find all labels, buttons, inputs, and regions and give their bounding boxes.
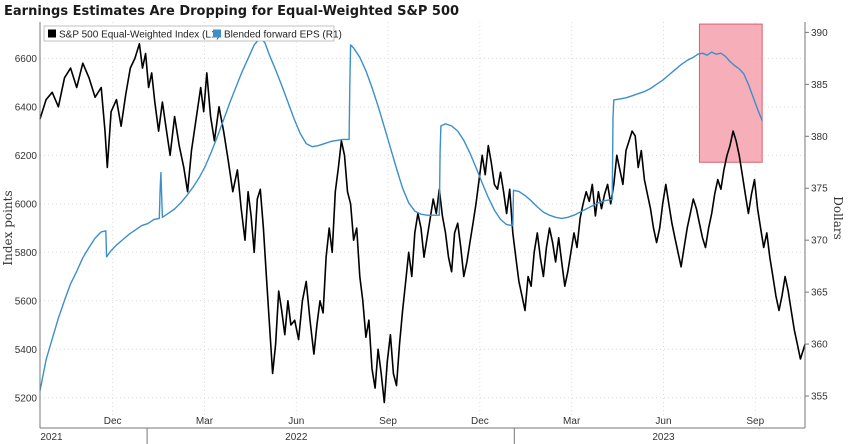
x-month-label: Sep: [379, 416, 397, 427]
legend-swatch-eps: [213, 29, 221, 38]
axes: 5200 5400 5600 5800 6000 6200 6400 6600 355 360 36…: [15, 22, 828, 444]
y-left-tick-label: 6200: [15, 151, 38, 162]
y-left-tick-label: 6400: [15, 102, 38, 113]
x-year-label: 2022: [285, 432, 308, 443]
series-layer: [39, 36, 806, 404]
legend-swatch-index: [48, 29, 56, 38]
y-left-tick-label: 5200: [15, 393, 38, 404]
x-month-label: Dec: [471, 416, 489, 427]
y-left-tick-label: 5800: [15, 248, 38, 259]
x-month-label: Mar: [563, 416, 581, 427]
legend-background: [43, 25, 335, 42]
y-right-tick-label: 385: [811, 80, 828, 91]
legend-label-eps: Blended forward EPS (R1): [224, 30, 342, 41]
grid: [40, 22, 805, 422]
x-month-label: Jun: [655, 416, 671, 427]
y-left-tick-label: 6600: [15, 54, 38, 65]
x-month-label: Mar: [196, 416, 214, 427]
series-line-eps: [39, 36, 763, 391]
y-left-tick-label: 6000: [15, 199, 38, 210]
x-month-label: Sep: [746, 416, 764, 427]
legend: S&P 500 Equal-Weighted Index (L1) Blende…: [43, 25, 342, 42]
x-month-label: Jun: [288, 416, 304, 427]
series-line-index: [39, 43, 806, 404]
y-right-tick-label: 390: [811, 28, 828, 39]
x-year-label: 2021: [40, 432, 63, 443]
y-right-tick-label: 365: [811, 288, 828, 299]
y-right-tick-label: 360: [811, 340, 828, 351]
y-right-tick-label: 370: [811, 236, 828, 247]
y-right-tick-label: 380: [811, 132, 828, 143]
x-year-label: 2023: [652, 432, 675, 443]
y-left-tick-label: 5400: [15, 345, 38, 356]
x-month-label: Dec: [104, 416, 122, 427]
y-left-tick-label: 5600: [15, 296, 38, 307]
y-right-tick-label: 355: [811, 392, 828, 403]
chart-title: Earnings Estimates Are Dropping for Equa…: [4, 4, 459, 19]
y-right-tick-label: 375: [811, 184, 828, 195]
y-axis-left-title: Index points: [1, 190, 15, 265]
y-axis-right-title: Dollars: [831, 196, 845, 240]
legend-label-index: S&P 500 Equal-Weighted Index (L1): [59, 30, 220, 41]
